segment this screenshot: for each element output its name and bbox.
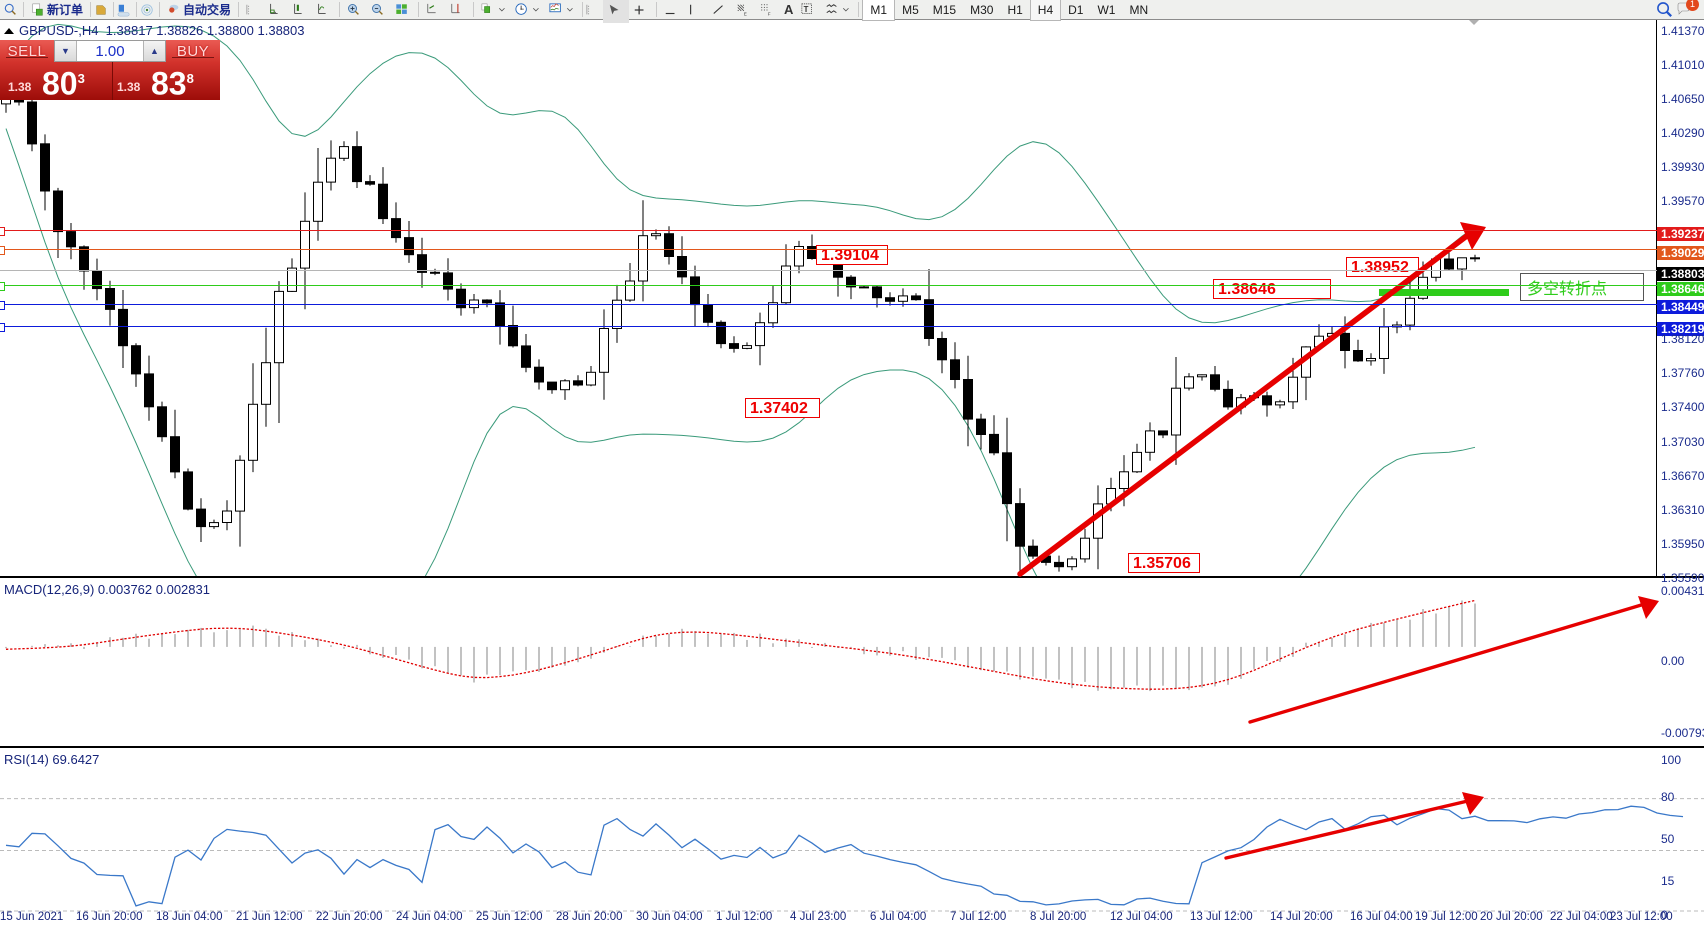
- svg-text:E: E: [744, 11, 747, 16]
- svg-text:T: T: [804, 4, 809, 13]
- svg-text:F: F: [768, 11, 771, 16]
